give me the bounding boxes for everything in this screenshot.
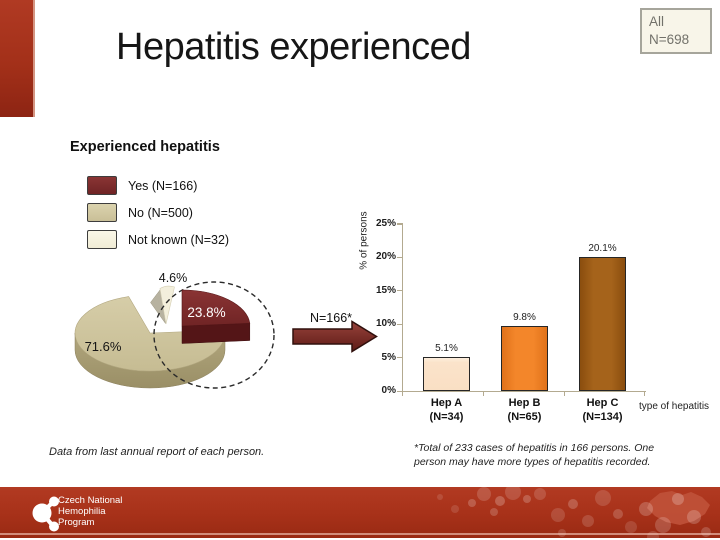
x-tickmark: [644, 391, 646, 396]
legend-label-not-known: Not known (N=32): [128, 232, 230, 247]
pie-slice-no: [74, 296, 226, 372]
footer-banner: Czech National Hemophilia Program: [0, 487, 720, 538]
ytick-25: 25%: [375, 218, 396, 229]
dashed-callout-circle: [153, 281, 275, 389]
legend-swatch-yes: [87, 176, 117, 195]
organization-name: Czech National Hemophilia Program: [58, 495, 123, 528]
flow-arrow: [292, 320, 378, 353]
org-line-3: Program: [58, 516, 95, 528]
legend-swatch-no: [87, 203, 117, 222]
bar-hep-c: 20.1%: [579, 243, 626, 391]
pie-legend: Yes (N=166) No (N=500) Not known (N=32): [87, 176, 229, 257]
pie-section-heading: Experienced hepatitis: [70, 139, 220, 155]
bar-value-hep-a: 5.1%: [435, 342, 458, 354]
cat-label-hep-a-line2: (N=34): [429, 410, 464, 423]
footnote-pie: Data from last annual report of each per…: [49, 446, 265, 458]
bar-rect-hep-a: [423, 356, 470, 391]
legend-label-no: No (N=500): [128, 205, 193, 220]
pie-slice-yes: [181, 289, 251, 327]
y-tickmark: [397, 256, 402, 259]
org-line-1: Czech National: [58, 495, 123, 506]
legend-item-no: No (N=500): [87, 203, 229, 222]
y-tickmark: [397, 290, 402, 292]
pie-slice-not-known: [159, 285, 175, 325]
legend-label-yes: Yes (N=166): [128, 178, 198, 193]
hemophilia-program-logo-icon: [32, 496, 59, 532]
bar-value-hep-c: 20.1%: [588, 242, 617, 254]
badge-line2: N=698: [649, 31, 690, 47]
x-tickmark: [483, 391, 485, 396]
pie-label-yes: 23.8%: [187, 305, 225, 320]
ytick-15: 15%: [375, 284, 396, 296]
y-tickmark: [397, 323, 402, 325]
cat-label-hep-c-line2: (N=134): [582, 410, 623, 423]
x-tickmark: [563, 391, 565, 396]
flow-arrow-label: N=166*: [310, 311, 352, 325]
bar-hep-a: 5.1%: [423, 343, 470, 391]
cat-label-hep-a-line1: Hep A: [430, 397, 463, 409]
banner-bottom-stripe: [0, 532, 720, 535]
footnote-bar: *Total of 233 cases of hepatitis in 166 …: [414, 442, 655, 468]
cat-label-hep-b-line2: (N=65): [507, 410, 542, 423]
x-axis-line: [402, 390, 646, 393]
slide-title: Hepatitis experienced: [116, 26, 471, 68]
population-badge: All N=698: [640, 8, 712, 54]
bar-value-hep-b: 9.8%: [513, 311, 536, 323]
cat-label-hep-b: Hep B (N=65): [480, 397, 570, 425]
bar-x-axis-title: type of hepatitis: [639, 401, 710, 412]
legend-item-not-known: Not known (N=32): [87, 230, 229, 249]
bar-rect-hep-c: [579, 256, 626, 391]
y-tickmark: [397, 357, 402, 359]
y-tickmark: [397, 223, 402, 225]
y-axis-line: [402, 223, 404, 391]
pie-label-no: 71.6%: [85, 339, 122, 354]
badge-line1: All: [649, 14, 665, 29]
ytick-20: 20%: [375, 251, 396, 263]
cat-label-hep-b-line1: Hep B: [508, 397, 541, 409]
ytick-5: 5%: [381, 351, 396, 363]
y-tickmark: [397, 390, 402, 392]
legend-swatch-not-known: [87, 230, 117, 249]
czech-map-silhouette: [647, 491, 710, 525]
x-tickmark: [402, 391, 404, 396]
pie-label-not-known: 4.6%: [159, 271, 188, 285]
bar-y-axis-title: % of persons: [358, 211, 370, 270]
cat-label-hep-a: Hep A (N=34): [402, 397, 492, 425]
pie-slice-yes-wall: [181, 323, 251, 344]
top-left-accent-bar: [0, 0, 35, 117]
org-line-2: Hemophilia: [58, 505, 106, 517]
legend-item-yes: Yes (N=166): [87, 176, 229, 195]
banner-molecule-pattern: [437, 487, 711, 538]
ytick-0: 0%: [381, 385, 396, 396]
cat-label-hep-c: Hep C (N=134): [558, 397, 648, 425]
bar-rect-hep-b: [501, 325, 548, 391]
ytick-10: 10%: [375, 318, 396, 330]
bar-hep-b: 9.8%: [501, 311, 548, 391]
cat-label-hep-c-line1: Hep C: [586, 397, 619, 409]
